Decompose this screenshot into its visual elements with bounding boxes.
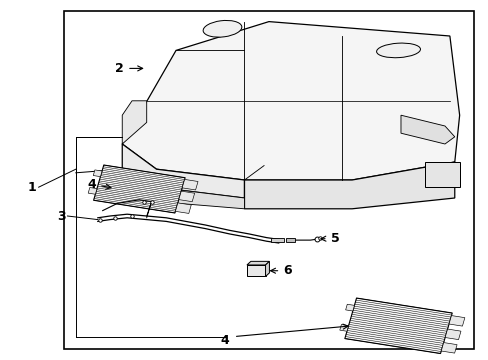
Text: 5: 5 xyxy=(320,232,339,245)
Polygon shape xyxy=(182,179,198,190)
Polygon shape xyxy=(345,304,354,311)
Polygon shape xyxy=(122,22,459,180)
Text: 3: 3 xyxy=(57,210,65,222)
Polygon shape xyxy=(175,203,191,213)
Polygon shape xyxy=(93,165,185,213)
Polygon shape xyxy=(444,329,460,339)
Bar xyxy=(246,265,265,276)
Polygon shape xyxy=(425,162,459,187)
Text: 2: 2 xyxy=(115,62,142,75)
Ellipse shape xyxy=(376,43,420,58)
Text: 4: 4 xyxy=(87,178,111,191)
Polygon shape xyxy=(448,316,464,326)
Polygon shape xyxy=(440,343,456,353)
Polygon shape xyxy=(265,261,269,276)
Polygon shape xyxy=(122,144,244,198)
Bar xyxy=(63,11,473,349)
Text: 6: 6 xyxy=(270,264,291,277)
Polygon shape xyxy=(122,101,146,144)
Polygon shape xyxy=(179,191,194,202)
Polygon shape xyxy=(88,188,97,194)
Text: 4: 4 xyxy=(220,334,229,347)
Polygon shape xyxy=(344,298,451,354)
Polygon shape xyxy=(93,170,102,177)
Bar xyxy=(285,238,294,242)
Ellipse shape xyxy=(203,21,242,37)
Text: 1: 1 xyxy=(27,181,36,194)
Polygon shape xyxy=(244,162,454,209)
Polygon shape xyxy=(339,324,348,331)
Bar xyxy=(271,238,283,242)
Polygon shape xyxy=(400,115,454,144)
Polygon shape xyxy=(246,261,269,265)
Polygon shape xyxy=(156,187,244,209)
